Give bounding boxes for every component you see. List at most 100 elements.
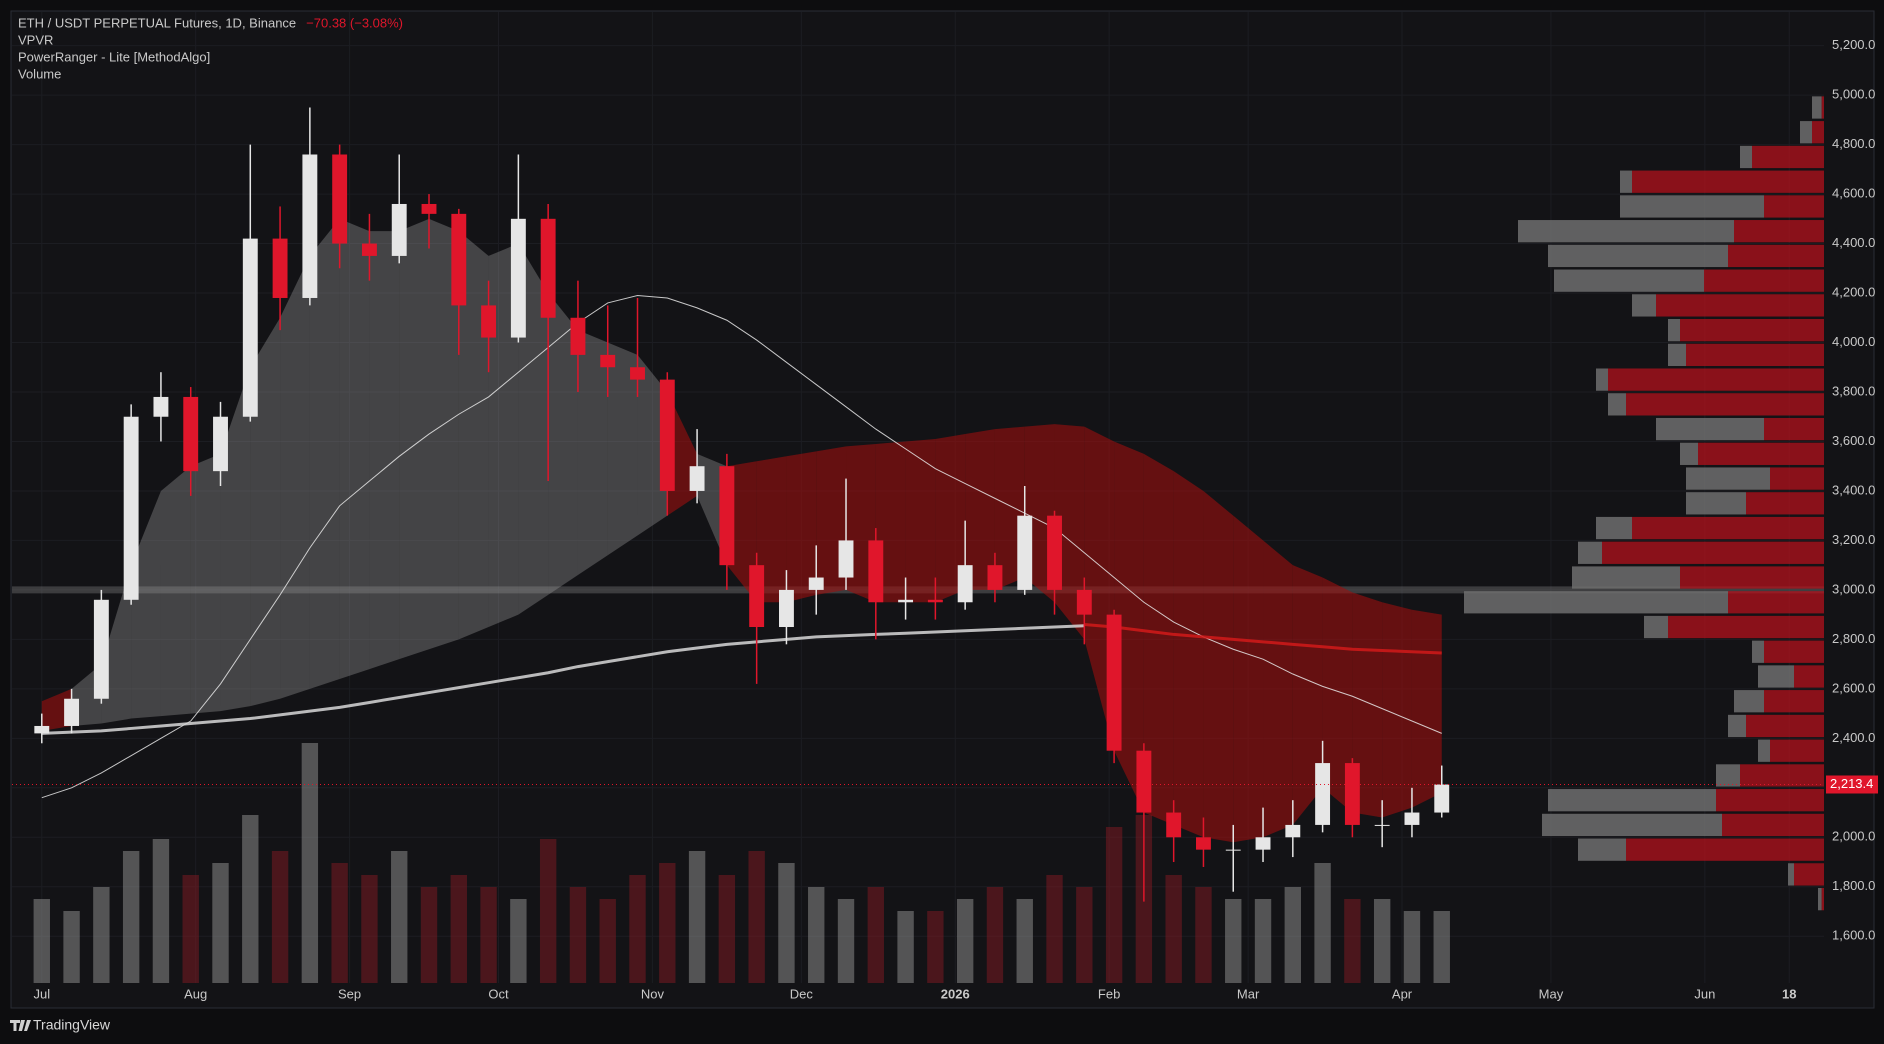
volume-bar: [956, 899, 974, 983]
volume-bar: [688, 851, 706, 983]
volume-bar: [331, 863, 348, 983]
candle-body: [868, 540, 884, 603]
vp-up: [1620, 170, 1632, 193]
x-tick-label: Sep: [338, 986, 361, 1001]
candle-body: [213, 416, 228, 472]
vp-up: [1572, 566, 1680, 589]
vp-down: [1632, 516, 1824, 540]
axes: 1,600.01,800.02,000.02,200.02,400.02,600…: [12, 37, 1878, 1001]
vp-down: [1746, 714, 1824, 738]
volume-bar: [182, 875, 199, 983]
candle-body: [481, 305, 497, 338]
candle-body: [64, 698, 80, 726]
candle-body: [540, 218, 556, 318]
candle-body: [987, 565, 1003, 590]
volume-bar: [1254, 899, 1272, 983]
volume-bar: [837, 899, 855, 983]
band-segment: [1203, 490, 1234, 843]
band-segment: [875, 441, 906, 603]
volume-bar: [361, 875, 378, 983]
vp-down: [1602, 541, 1824, 564]
volume-bar: [420, 887, 438, 983]
volume-bar: [808, 887, 825, 983]
volume-bar: [748, 851, 765, 983]
vp-up: [1752, 640, 1764, 663]
volume-bar: [1195, 887, 1212, 983]
volume-bar: [271, 851, 289, 983]
volume-bar: [927, 911, 944, 983]
vp-up: [1620, 195, 1764, 218]
volume-bar: [93, 887, 110, 983]
vp-up: [1812, 96, 1822, 119]
band-segment: [548, 293, 578, 595]
vp-down: [1770, 739, 1824, 762]
candle-body: [1285, 824, 1301, 838]
vp-down: [1632, 170, 1824, 193]
candle-body: [242, 238, 258, 417]
volume-bar: [33, 899, 50, 983]
band-segment: [1411, 609, 1442, 808]
indicator-label: Volume: [18, 66, 61, 81]
volume-bar: [1225, 899, 1242, 983]
last-price-box: [1826, 775, 1878, 794]
volume-bar: [480, 887, 497, 983]
vp-down: [1764, 640, 1824, 663]
candle-body: [838, 540, 854, 578]
volume-bar: [1314, 863, 1331, 983]
volume-bar: [569, 887, 587, 983]
volume-bar: [1046, 875, 1063, 983]
x-tick-label: Nov: [641, 986, 665, 1001]
x-tick-label: Apr: [1392, 986, 1413, 1001]
y-tick-label: 4,400.0: [1832, 235, 1875, 250]
band-segment: [488, 243, 519, 628]
vp-down: [1680, 319, 1824, 342]
candle-body: [93, 599, 109, 699]
ma-line: [41, 624, 1085, 735]
vp-down: [1764, 690, 1824, 713]
vp-down: [1698, 442, 1824, 465]
vp-up: [1686, 492, 1746, 515]
volume-bar: [212, 863, 229, 983]
candle-body: [510, 218, 526, 338]
vp-down: [1626, 393, 1824, 416]
volume-bar: [629, 875, 646, 983]
band-segment: [816, 446, 847, 595]
vp-up: [1818, 888, 1822, 911]
y-tick-label: 2,600.0: [1832, 680, 1875, 695]
vp-up: [1644, 615, 1668, 639]
vp-up: [1800, 121, 1812, 144]
vp-up: [1758, 739, 1770, 762]
volume-bar: [122, 851, 140, 983]
y-tick-label: 2,800.0: [1832, 631, 1875, 646]
candle-body: [719, 466, 735, 566]
candle-body: [153, 396, 169, 417]
band-segment: [1292, 565, 1323, 825]
band-segment: [190, 453, 221, 714]
candle-body: [898, 599, 914, 603]
y-tick-label: 5,000.0: [1832, 87, 1875, 102]
y-tick-label: 4,200.0: [1832, 284, 1875, 299]
vp-down: [1728, 244, 1824, 268]
candle-body: [778, 589, 794, 628]
candle-body: [1434, 784, 1450, 813]
y-tick-label: 5,200.0: [1832, 37, 1875, 52]
band-segment: [965, 429, 995, 590]
volume-bar: [718, 875, 736, 983]
vp-up: [1656, 417, 1764, 441]
vp-down: [1656, 294, 1824, 317]
vp-down: [1740, 764, 1824, 787]
band-segment: [399, 218, 430, 660]
vp-down: [1680, 566, 1824, 589]
volume-bar: [986, 887, 1004, 983]
band-segment: [1143, 453, 1174, 825]
volume-bar: [1016, 899, 1033, 983]
vp-up: [1740, 145, 1752, 169]
volume-bar: [599, 899, 616, 983]
vp-up: [1578, 838, 1626, 861]
vp-down: [1821, 96, 1824, 119]
vp-up: [1680, 442, 1698, 465]
band-segment: [369, 231, 400, 670]
vp-up: [1596, 368, 1608, 391]
